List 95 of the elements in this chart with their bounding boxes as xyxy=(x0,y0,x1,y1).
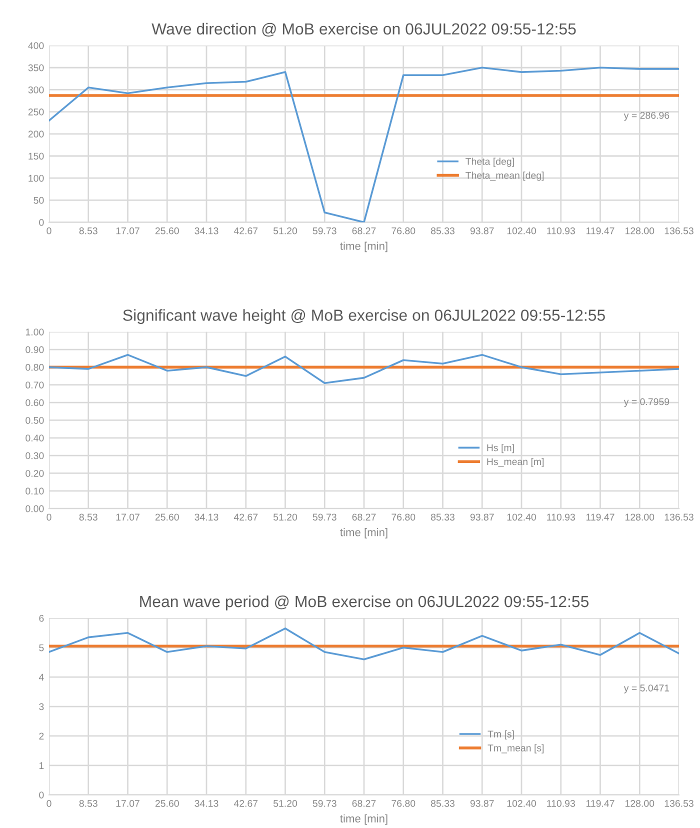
x-tick-label: 110.93 xyxy=(547,514,575,521)
legend-label: Hs [m] xyxy=(487,444,514,454)
legend-label: Hs_mean [m] xyxy=(487,458,544,468)
x-tick-label: 0 xyxy=(46,227,52,234)
y-tick-label: 3 xyxy=(39,703,44,710)
x-tick-label: 0 xyxy=(46,514,52,521)
x-tick-label: 128.00 xyxy=(626,227,654,234)
x-tick-label: 51.20 xyxy=(273,514,298,521)
legend-label: Theta_mean [deg] xyxy=(466,172,544,181)
x-tick-label: 8.53 xyxy=(79,227,98,234)
x-tick-label: 68.27 xyxy=(352,227,376,234)
x-axis-title: time [min] xyxy=(340,814,388,825)
x-tick-label: 34.13 xyxy=(194,514,218,521)
legend-label: Theta [deg] xyxy=(466,158,514,167)
x-tick-label: 25.60 xyxy=(155,227,179,234)
x-tick-label: 25.60 xyxy=(155,514,179,521)
x-tick-label: 85.33 xyxy=(431,227,454,234)
x-tick-label: 17.07 xyxy=(116,800,140,807)
y-tick-label: 200 xyxy=(28,130,44,138)
x-tick-label: 85.33 xyxy=(431,514,454,521)
y-tick-label: 400 xyxy=(28,42,44,50)
y-tick-label: 0.50 xyxy=(26,416,44,424)
x-tick-label: 93.87 xyxy=(470,514,494,521)
x-tick-label: 76.80 xyxy=(392,514,416,521)
y-tick-label: 100 xyxy=(28,174,44,182)
y-tick-label: 1 xyxy=(39,762,44,769)
x-tick-label: 17.07 xyxy=(116,514,140,521)
x-axis-title: time [min] xyxy=(340,242,388,252)
x-tick-label: 102.40 xyxy=(507,800,536,807)
x-tick-label: 119.47 xyxy=(586,514,614,521)
y-tick-label: 300 xyxy=(28,86,44,94)
y-tick-label: 50 xyxy=(34,196,44,204)
chart-title: Significant wave height @ MoB exercise on 06JUL2022 09:55-12:55 xyxy=(123,309,605,324)
annotation: y = 286.96 xyxy=(624,112,670,121)
line-series xyxy=(49,628,679,660)
y-tick-label: 0.40 xyxy=(26,434,44,442)
chart-title: Wave direction @ MoB exercise on 06JUL2022 09:55-12:55 xyxy=(152,22,576,37)
y-tick-label: 0.80 xyxy=(26,364,44,371)
x-axis-title: time [min] xyxy=(340,528,388,538)
y-tick-label: 5 xyxy=(39,644,44,652)
x-tick-label: 102.40 xyxy=(507,227,536,234)
x-tick-label: 68.27 xyxy=(352,800,376,807)
x-tick-label: 42.67 xyxy=(234,800,258,807)
legend-label: Tm_mean [s] xyxy=(488,744,544,754)
x-tick-label: 0 xyxy=(46,800,52,807)
y-tick-label: 350 xyxy=(28,64,44,72)
y-tick-label: 250 xyxy=(28,108,44,116)
annotation: y = 5.0471 xyxy=(624,684,670,694)
x-tick-label: 34.13 xyxy=(194,227,218,234)
x-tick-label: 93.87 xyxy=(470,227,494,234)
y-tick-label: 0.90 xyxy=(26,346,44,354)
x-tick-label: 93.87 xyxy=(470,800,494,807)
x-tick-label: 128.00 xyxy=(626,800,654,807)
y-tick-label: 0.00 xyxy=(26,505,44,512)
x-tick-label: 136.53 xyxy=(664,514,694,521)
y-tick-label: 0.20 xyxy=(26,470,44,477)
x-tick-label: 51.20 xyxy=(273,800,298,807)
legend-label: Tm [s] xyxy=(488,730,514,740)
y-tick-label: 4 xyxy=(38,674,44,681)
y-tick-label: 2 xyxy=(39,732,44,740)
line-series xyxy=(49,354,679,384)
y-tick-label: 1.00 xyxy=(26,328,44,336)
x-tick-label: 119.47 xyxy=(586,227,614,234)
x-tick-label: 42.67 xyxy=(234,227,258,234)
y-tick-label: 0.10 xyxy=(26,488,44,495)
x-tick-label: 51.20 xyxy=(273,227,298,234)
annotation: y = 0.7959 xyxy=(624,398,670,408)
chart-title: Mean wave period @ MoB exercise on 06JUL2022 09:55-12:55 xyxy=(140,595,589,610)
y-tick-label: 0.30 xyxy=(26,452,44,460)
x-tick-label: 76.80 xyxy=(392,227,416,234)
x-tick-label: 17.07 xyxy=(116,227,140,234)
y-tick-label: 0 xyxy=(39,219,44,226)
y-tick-label: 0.60 xyxy=(26,399,44,406)
x-tick-label: 59.73 xyxy=(312,514,336,521)
y-tick-label: 0 xyxy=(39,792,44,798)
x-tick-label: 42.67 xyxy=(234,514,258,521)
x-tick-label: 8.53 xyxy=(79,800,98,807)
x-tick-label: 136.53 xyxy=(664,227,694,234)
x-tick-label: 25.60 xyxy=(155,800,179,807)
x-tick-label: 102.40 xyxy=(507,514,536,521)
y-tick-label: 6 xyxy=(39,614,44,622)
x-tick-label: 128.00 xyxy=(626,514,654,521)
x-tick-label: 8.53 xyxy=(79,514,98,521)
x-tick-label: 59.73 xyxy=(312,800,336,807)
y-tick-label: 0.70 xyxy=(26,382,44,388)
x-tick-label: 85.33 xyxy=(431,800,454,807)
x-tick-label: 119.47 xyxy=(586,800,614,807)
x-tick-label: 76.80 xyxy=(392,800,416,807)
x-tick-label: 110.93 xyxy=(547,227,575,234)
x-tick-label: 110.93 xyxy=(547,800,575,807)
x-tick-label: 59.73 xyxy=(312,227,336,234)
x-tick-label: 136.53 xyxy=(664,800,694,807)
y-tick-label: 150 xyxy=(28,152,44,160)
x-tick-label: 68.27 xyxy=(352,514,376,521)
x-tick-label: 34.13 xyxy=(194,800,218,807)
